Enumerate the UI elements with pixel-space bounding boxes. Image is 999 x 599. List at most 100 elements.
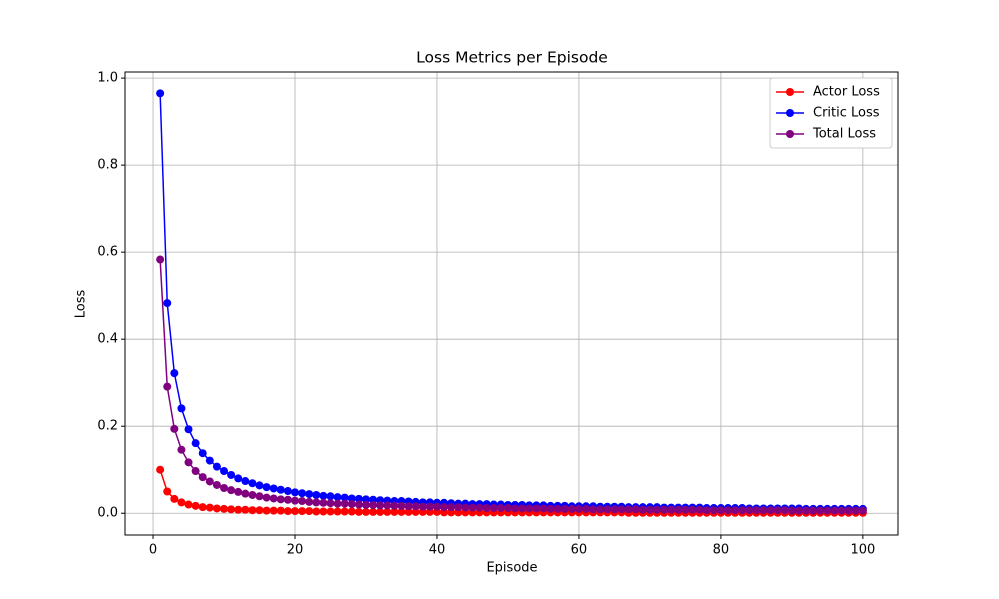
marker (752, 506, 761, 515)
marker (716, 506, 725, 515)
marker (731, 506, 740, 515)
marker (667, 505, 676, 514)
legend-box (769, 77, 893, 149)
marker (418, 502, 427, 511)
marker (624, 505, 633, 514)
marker (738, 506, 747, 515)
x-tick-label: 60 (571, 543, 588, 558)
marker (291, 496, 300, 505)
marker (212, 480, 221, 489)
marker (567, 504, 576, 513)
marker (425, 502, 434, 511)
marker (411, 507, 420, 516)
marker (198, 503, 207, 512)
marker (191, 439, 200, 448)
marker (184, 458, 193, 467)
marker (312, 490, 321, 499)
marker (858, 506, 867, 515)
marker (191, 501, 200, 510)
marker (525, 504, 534, 513)
marker (617, 505, 626, 514)
marker (241, 477, 250, 486)
marker (255, 506, 264, 515)
marker (354, 494, 363, 503)
marker (198, 473, 207, 482)
marker (262, 506, 271, 515)
marker (298, 507, 307, 516)
marker (645, 505, 654, 514)
marker (227, 470, 236, 479)
marker (794, 506, 803, 515)
marker (326, 507, 335, 516)
marker (745, 506, 754, 515)
marker (411, 502, 420, 511)
marker (766, 506, 775, 515)
marker (319, 498, 328, 507)
x-tick-label: 100 (850, 543, 875, 558)
marker (156, 255, 165, 264)
marker (532, 504, 541, 513)
marker (383, 501, 392, 510)
marker (631, 505, 640, 514)
marker (383, 507, 392, 516)
marker (709, 506, 718, 515)
marker (212, 504, 221, 513)
marker (759, 506, 768, 515)
marker (475, 503, 484, 512)
marker (333, 507, 342, 516)
marker (482, 504, 491, 513)
marker (283, 487, 292, 496)
marker (305, 507, 314, 516)
marker (702, 506, 711, 515)
marker (574, 504, 583, 513)
marker (511, 504, 520, 513)
y-tick-label: 0.0 (97, 506, 118, 521)
marker (262, 483, 271, 492)
y-axis-label: Loss (74, 290, 89, 319)
marker (802, 506, 811, 515)
marker (269, 484, 278, 493)
marker (319, 491, 328, 500)
marker (241, 505, 250, 514)
marker (695, 505, 704, 514)
marker (369, 500, 378, 509)
marker (688, 505, 697, 514)
marker (653, 505, 662, 514)
marker (390, 507, 399, 516)
marker (404, 502, 413, 511)
marker (447, 503, 456, 512)
legend-marker (786, 130, 794, 138)
marker (255, 492, 264, 501)
marker (361, 507, 370, 516)
y-tick-label: 1.0 (97, 71, 118, 86)
marker (220, 467, 229, 476)
marker (347, 507, 356, 516)
marker (220, 484, 229, 493)
marker (610, 505, 619, 514)
marker (518, 504, 527, 513)
marker (461, 503, 470, 512)
marker (347, 500, 356, 509)
marker (333, 499, 342, 508)
marker (255, 481, 264, 490)
marker (170, 369, 179, 378)
marker (305, 497, 314, 506)
marker (369, 507, 378, 516)
marker (248, 479, 257, 488)
marker (830, 506, 839, 515)
marker (723, 506, 732, 515)
marker (603, 505, 612, 514)
plot-frame (124, 71, 899, 536)
marker (319, 507, 328, 516)
marker (205, 503, 214, 512)
marker (553, 504, 562, 513)
marker (283, 495, 292, 504)
marker (156, 89, 165, 98)
marker (170, 424, 179, 433)
marker (170, 494, 179, 503)
legend-marker (786, 88, 794, 96)
y-tick-label: 0.4 (97, 332, 118, 347)
marker (823, 506, 832, 515)
marker (539, 504, 548, 513)
marker (596, 505, 605, 514)
